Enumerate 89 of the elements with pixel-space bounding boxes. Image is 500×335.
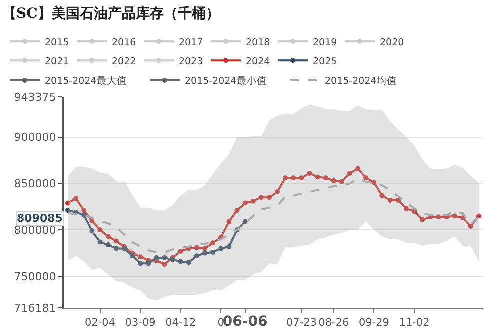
legend-label: 2015 [45, 37, 70, 48]
legend-label: 2015-2024均值 [325, 75, 397, 88]
point [364, 176, 369, 181]
point [106, 242, 111, 248]
point [283, 176, 288, 181]
point [74, 196, 79, 202]
point [242, 200, 248, 206]
legend-label: 2019 [313, 37, 338, 48]
y-tick-label: 750000 [14, 270, 56, 284]
point [250, 198, 256, 204]
legend-label: 2024 [246, 56, 270, 68]
legend-label: 2020 [380, 37, 404, 48]
point [66, 208, 71, 214]
point [339, 179, 344, 184]
x-tick-label: 04-12 [166, 317, 196, 330]
chart-title: 【SC】美国石油产品库存（千桶） [2, 5, 220, 22]
x-tick-label: 0 [218, 317, 224, 330]
y-tick-label: 850000 [14, 178, 56, 191]
point [98, 228, 103, 233]
legend-label: 2021 [45, 56, 70, 68]
point [194, 254, 200, 259]
x-tick-label: 03-09 [125, 317, 156, 330]
point [226, 219, 232, 224]
point [178, 249, 184, 254]
point [234, 208, 240, 214]
legend-label: 2015-2024最小值 [185, 75, 267, 88]
point [194, 245, 200, 250]
point [154, 256, 160, 261]
point [404, 206, 409, 212]
legend-label: 2022 [112, 56, 136, 68]
x-tick-label: 08-26 [318, 317, 350, 330]
point [226, 244, 232, 250]
point [420, 217, 426, 222]
point [380, 193, 385, 198]
text: 809085 [17, 212, 63, 225]
point [106, 234, 111, 240]
point [202, 246, 208, 252]
y-tick-label: 800000 [14, 224, 56, 238]
point [242, 219, 248, 224]
point [372, 180, 377, 186]
point [138, 254, 144, 260]
point [218, 246, 224, 252]
point [307, 171, 312, 176]
point [202, 250, 208, 256]
y-tick-label: 900000 [14, 131, 56, 144]
point [210, 250, 216, 255]
point [436, 214, 442, 220]
point [130, 254, 135, 259]
point [162, 262, 168, 268]
point [323, 176, 328, 181]
point [266, 195, 272, 200]
x-tick-label: 06-06 [222, 314, 268, 330]
x-tick-label: 11-02 [399, 317, 430, 330]
point [299, 176, 304, 181]
legend-label: 2023 [179, 56, 204, 68]
legend-label: 2015-2024最大值 [45, 75, 127, 88]
point [114, 238, 119, 244]
point [66, 200, 71, 206]
point [186, 260, 192, 266]
point [275, 190, 280, 195]
y-tick-label: 716181 [14, 302, 56, 315]
point [114, 246, 119, 252]
point [82, 212, 87, 218]
point [452, 214, 458, 219]
legend-label: 2017 [179, 37, 204, 48]
x-tick-label: 09-29 [358, 317, 390, 330]
point [82, 208, 87, 214]
point [348, 171, 353, 176]
point [331, 178, 336, 184]
legend-label: 2016 [112, 37, 136, 48]
legend-label: 2018 [246, 37, 270, 48]
x-tick-label: 02-04 [85, 317, 116, 330]
point [291, 176, 296, 181]
point [138, 261, 144, 266]
x-tick-label: 07-23 [286, 317, 317, 330]
point [356, 166, 361, 172]
point [162, 256, 168, 261]
point [90, 228, 95, 234]
point [468, 224, 474, 229]
point [396, 198, 401, 203]
point [258, 195, 264, 200]
point [315, 174, 320, 180]
point [210, 240, 216, 246]
point [388, 198, 393, 203]
legend-label: 2025 [313, 56, 338, 68]
point [98, 240, 103, 245]
point [178, 259, 184, 264]
y-tick-label: 943375 [14, 90, 56, 104]
point [146, 261, 152, 266]
